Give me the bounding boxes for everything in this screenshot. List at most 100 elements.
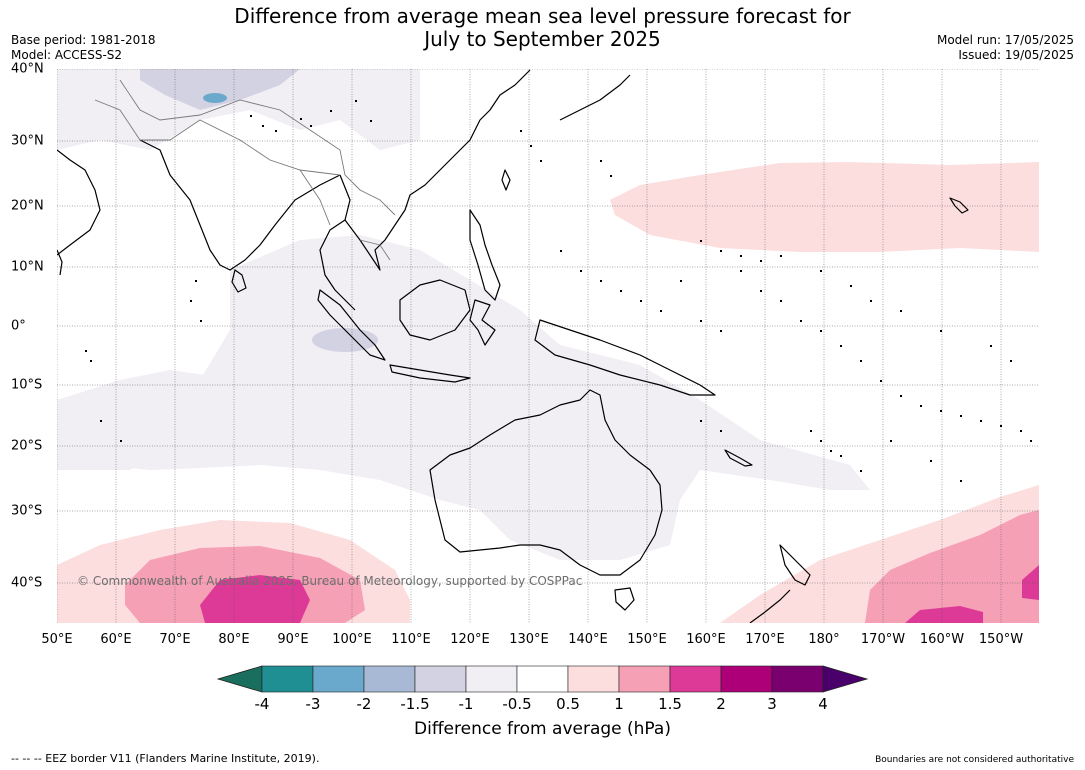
- colorbar-tick-label: 2: [716, 695, 726, 713]
- chart-title: Difference from average mean sea level p…: [0, 5, 1085, 51]
- island-dot: [370, 120, 372, 122]
- colorbar-tick-label: 3: [767, 695, 777, 713]
- island-dot: [760, 290, 762, 292]
- longitude-label: 60°E: [100, 632, 132, 647]
- island-dot: [190, 300, 192, 302]
- island-dot: [810, 430, 812, 432]
- island-dot: [880, 380, 882, 382]
- island-dot: [720, 330, 722, 332]
- anomaly-field: [57, 69, 1039, 623]
- island-dot: [740, 270, 742, 272]
- island-dot: [900, 310, 902, 312]
- latitude-label: 30°N: [11, 133, 44, 149]
- colorbar-tick-label: 1: [614, 695, 624, 713]
- latitude-label: 40°N: [11, 61, 44, 77]
- anomaly-tibet: [140, 69, 300, 110]
- title-line-1: Difference from average mean sea level p…: [234, 4, 851, 28]
- meta-left: Base period: 1981-2018 Model: ACCESS-S2: [11, 33, 156, 63]
- island-dot: [700, 420, 702, 422]
- longitude-label: 110°E: [391, 632, 431, 647]
- country-borders: [94, 79, 396, 261]
- island-dot: [100, 420, 102, 422]
- island-dot: [720, 250, 722, 252]
- island-dot: [1000, 425, 1002, 427]
- copyright-notice: © Commonwealth of Australia 2025, Bureau…: [77, 574, 583, 588]
- coastlines: [57, 69, 969, 623]
- island-dot: [90, 360, 92, 362]
- anomaly-south-indian-high-core: [200, 575, 310, 623]
- island-dot: [200, 320, 202, 322]
- colorbar-tick-label: -1.5: [400, 695, 430, 713]
- island-dot: [990, 345, 992, 347]
- latitude-label: 20°S: [11, 438, 43, 454]
- colorbar-swatch: [567, 665, 620, 693]
- map-frame: [57, 69, 1039, 623]
- island-dot: [262, 125, 264, 127]
- island-dot: [760, 260, 762, 262]
- island-dot: [830, 450, 832, 452]
- longitude-label: 150°W: [978, 632, 1024, 647]
- colorbar-extend-high: [822, 665, 869, 693]
- island-dot: [800, 320, 802, 322]
- colorbar-swatch: [465, 665, 518, 693]
- island-dot: [580, 270, 582, 272]
- island-dot: [310, 125, 312, 127]
- island-dot: [355, 100, 357, 102]
- island-dot: [740, 255, 742, 257]
- model-name: Model: ACCESS-S2: [11, 48, 123, 62]
- colorbar-tick-label: -3: [305, 695, 321, 713]
- longitude-label: 70°E: [159, 632, 191, 647]
- island-dot: [780, 300, 782, 302]
- island-dot: [700, 320, 702, 322]
- colorbar-swatch: [363, 665, 416, 693]
- latitude-label: 30°S: [11, 503, 43, 519]
- island-dot: [780, 255, 782, 257]
- colorbar-swatch: [312, 665, 365, 693]
- boundaries-disclaimer: Boundaries are not considered authoritat…: [875, 755, 1074, 765]
- island-dot: [840, 345, 842, 347]
- island-dot: [820, 330, 822, 332]
- island-dot: [600, 160, 602, 162]
- longitude-label: 100°E: [332, 632, 372, 647]
- colorbar-swatch: [414, 665, 467, 693]
- island-dot: [940, 330, 942, 332]
- colorbar-tick-label: -4: [254, 695, 270, 713]
- island-dot: [960, 415, 962, 417]
- island-dot: [930, 460, 932, 462]
- colorbar-tick-label: -1: [458, 695, 474, 713]
- issued-date: Issued: 19/05/2025: [958, 48, 1074, 62]
- longitude-label: 170°W: [860, 632, 906, 647]
- island-dot: [560, 250, 562, 252]
- island-dot: [940, 410, 942, 412]
- colorbar-extend-low: [216, 665, 263, 693]
- island-dot: [890, 440, 892, 442]
- island-dot: [980, 420, 982, 422]
- longitude-label: 130°E: [509, 632, 549, 647]
- island-dot: [540, 160, 542, 162]
- colorbar-tick-label: 1.5: [658, 695, 682, 713]
- island-dot: [860, 360, 862, 362]
- latitude-label: 10°S: [11, 377, 43, 393]
- anomaly-southern-indian-ocean: [57, 370, 480, 500]
- island-dot: [330, 110, 332, 112]
- eez-footnote: -- -- -- EEZ border V11 (Flanders Marine…: [11, 752, 320, 765]
- island-dot: [660, 310, 662, 312]
- island-dot: [870, 300, 872, 302]
- colorbar-swatch: [771, 665, 824, 693]
- island-dot: [120, 440, 122, 442]
- title-line-2: July to September 2025: [424, 27, 661, 51]
- colorbar-swatch: [516, 665, 569, 693]
- island-dot: [530, 145, 532, 147]
- island-dot: [840, 455, 842, 457]
- colorbar-tick-label: -2: [356, 695, 372, 713]
- island-dot: [900, 395, 902, 397]
- colorbar-swatch: [261, 665, 314, 693]
- colorbar-swatch: [669, 665, 722, 693]
- longitude-label: 90°E: [277, 632, 309, 647]
- colorbar-tick-label: 4: [818, 695, 828, 713]
- island-dot: [850, 285, 852, 287]
- island-dot: [820, 440, 822, 442]
- longitude-label: 150°E: [627, 632, 667, 647]
- island-dot: [1010, 360, 1012, 362]
